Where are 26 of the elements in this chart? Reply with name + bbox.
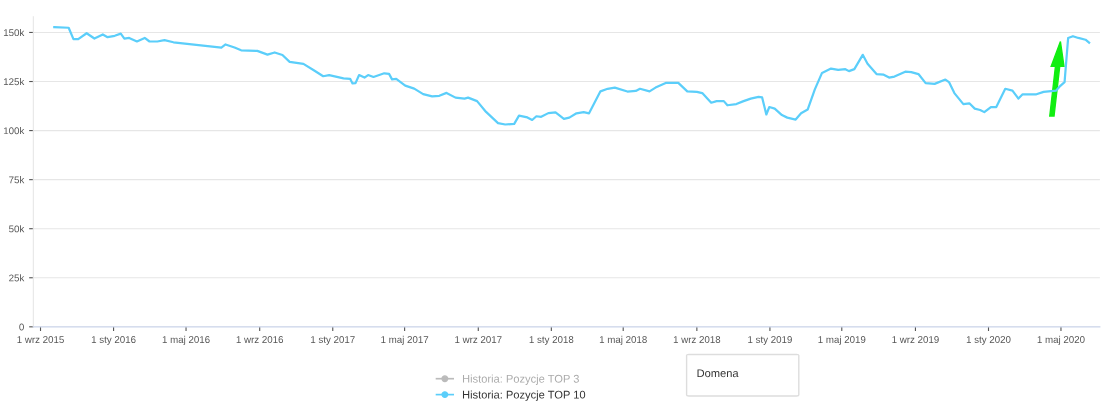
x-tick-label: 1 wrz 2019 (892, 336, 939, 343)
y-tick-label: 25k (9, 274, 25, 282)
x-tick-label: 1 wrz 2016 (236, 336, 284, 343)
x-tick-label: 1 sty 2020 (966, 336, 1011, 345)
line-series (53, 26, 1091, 126)
x-tick-label: 1 wrz 2018 (673, 336, 721, 343)
y-tick-label: 50k (9, 225, 25, 233)
x-tick-label: 1 maj 2020 (1037, 335, 1085, 345)
x-tick-label: 1 sty 2018 (529, 336, 574, 345)
text: Domena (697, 369, 739, 378)
x-tick-label: 1 maj 2016 (162, 335, 210, 345)
x-tick-label: 1 sty 2019 (748, 336, 792, 345)
x-tick-label: 1 maj 2019 (818, 335, 866, 345)
x-tick-label: 1 sty 2016 (91, 336, 136, 345)
x-tick-label: 1 wrz 2015 (17, 336, 64, 343)
y-tick-label: 150k (3, 28, 25, 37)
x-tick-label: 1 maj 2018 (599, 335, 647, 345)
legend-label: Historia: Pozycje TOP 10 (462, 390, 586, 401)
legend-label: Historia: Pozycje TOP 3 (462, 374, 579, 385)
y-tick-label: 125k (3, 78, 25, 86)
x-tick-label: 1 sty 2017 (311, 336, 355, 345)
y-tick-label: 75k (9, 176, 25, 184)
y-tick-label: 100k (3, 127, 25, 135)
x-tick-label: 1 maj 2017 (381, 335, 429, 345)
y-tick-label: 0 (19, 323, 24, 331)
x-tick-label: 1 wrz 2017 (455, 336, 502, 343)
